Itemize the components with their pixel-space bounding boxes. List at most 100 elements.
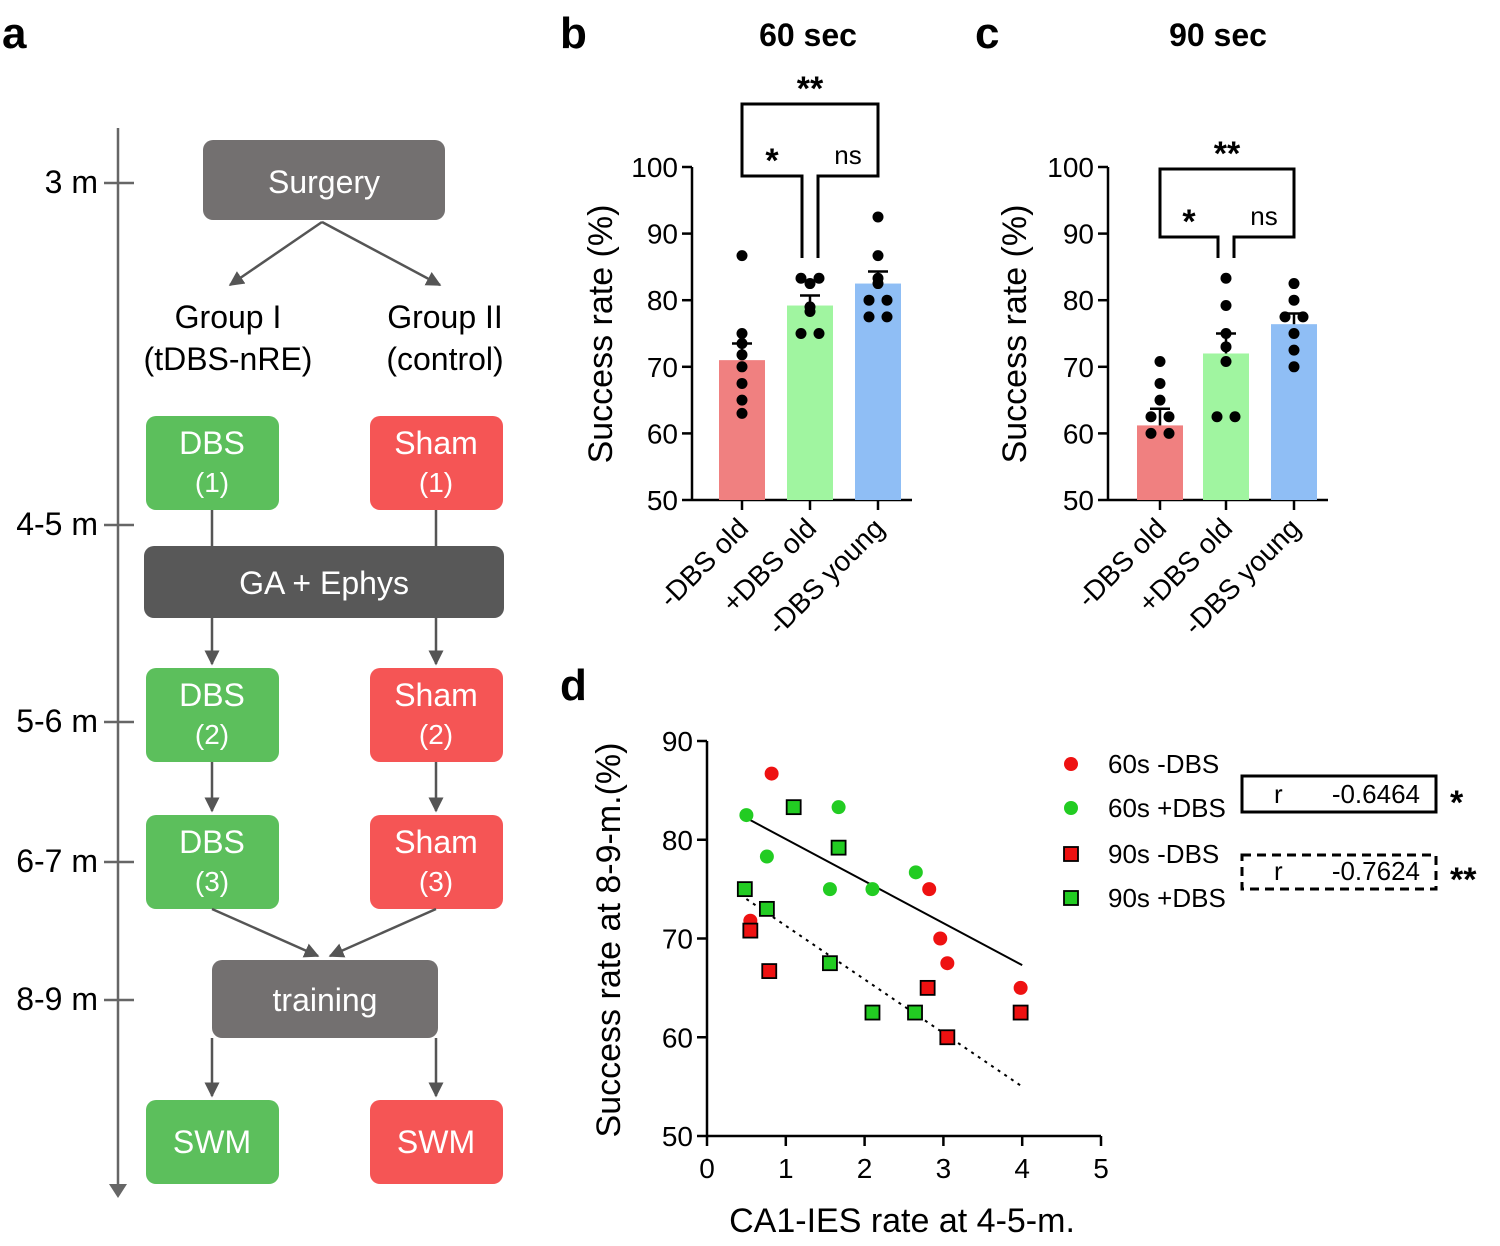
training-box (212, 960, 438, 1038)
legend-marker (1063, 846, 1079, 862)
data-point (1163, 427, 1175, 439)
group2-title: Group II (387, 299, 503, 335)
scatter-point (922, 882, 937, 897)
x-tick-label: 5 (1093, 1153, 1109, 1184)
chart-d-ylabel: Success rate at 8-9-m.(%) (590, 743, 628, 1138)
surgery-box (203, 140, 445, 220)
panel-letter-d: d (560, 661, 587, 710)
y-tick-label: 60 (662, 1022, 693, 1053)
dbs2-label: DBS (179, 677, 245, 713)
chart-d-xlabel: CA1-IES rate at 4-5-m. (729, 1202, 1075, 1240)
timeline-arrowhead-icon (109, 1184, 127, 1198)
significance-bracket (740, 160, 804, 258)
data-point (1220, 341, 1232, 353)
chart-c-title: 90 sec (1169, 17, 1267, 53)
sham2-box (370, 668, 503, 762)
significance-label: ** (797, 70, 824, 108)
data-point (795, 328, 807, 339)
scatter-point (1013, 980, 1028, 995)
scatter-square (919, 979, 936, 996)
significance-label: ns (834, 140, 861, 170)
swm-left-box (146, 1100, 279, 1184)
significance-bracket (1158, 167, 1296, 218)
significance-label: * (765, 142, 779, 180)
sham1-label: Sham (394, 425, 478, 461)
scatter-square (742, 922, 759, 939)
bar (1137, 425, 1183, 500)
y-tick-label: 70 (662, 924, 693, 955)
scatter-square (822, 955, 838, 972)
stats-r-value: -0.7624 (1332, 856, 1420, 886)
ga-ephys-label: GA + Ephys (239, 565, 409, 601)
data-point (736, 328, 748, 339)
data-point (736, 337, 748, 349)
data-point (1154, 377, 1166, 389)
sham3-label: Sham (394, 824, 478, 860)
dbs3-box (146, 815, 279, 909)
chart-b-title: 60 sec (759, 17, 857, 53)
training-label: training (273, 982, 378, 1018)
scatter-square (785, 799, 802, 816)
stats-significance: ** (1450, 861, 1477, 899)
data-point (795, 272, 807, 284)
data-point (1297, 311, 1309, 323)
panel-d: d Success rate at 8-9-m.(%) CA1-IES rate… (560, 661, 1477, 1240)
data-point (1288, 294, 1300, 306)
timeline-label: 8-9 m (16, 981, 98, 1017)
legend-label: 60s -DBS (1108, 749, 1219, 779)
y-tick-label: 80 (1063, 285, 1094, 316)
data-point (863, 311, 875, 323)
bar (855, 283, 901, 500)
scatter-point (831, 800, 846, 815)
data-point (736, 407, 748, 419)
x-tick-label: 2 (857, 1153, 873, 1184)
bar (1203, 353, 1249, 500)
data-point (1163, 411, 1175, 423)
scatter-point (940, 956, 955, 971)
dbs3-sub: (3) (195, 866, 229, 897)
arrow-dbs3-training (211, 907, 320, 958)
y-tick-label: 70 (1063, 352, 1094, 383)
data-point (1229, 411, 1241, 423)
data-point (736, 250, 748, 262)
fit-line-60s (745, 817, 1023, 967)
data-point (872, 250, 884, 262)
ga-ephys-box (144, 546, 504, 618)
sham1-box (370, 416, 503, 510)
arrow-sham3-training (328, 907, 437, 958)
scatter-square (939, 1029, 956, 1046)
scatter-point (759, 849, 774, 864)
y-tick-label: 100 (631, 152, 678, 183)
sham3-sub: (3) (419, 866, 453, 897)
data-point (881, 311, 893, 323)
scatter-point (764, 766, 779, 781)
data-point (872, 211, 884, 223)
data-point (1154, 355, 1166, 367)
group1-subtitle: (tDBS-nRE) (144, 341, 313, 377)
panel-letter-b: b (560, 9, 587, 58)
y-tick-label: 60 (647, 418, 678, 449)
fit-line-90s (745, 898, 1023, 1088)
legend-label: 90s +DBS (1108, 883, 1226, 913)
timeline-ticks (104, 181, 134, 1002)
timeline-label: 4-5 m (16, 506, 98, 542)
x-tick-label: 1 (778, 1153, 794, 1184)
data-point (1145, 411, 1157, 423)
x-tick-label: 3 (936, 1153, 952, 1184)
chart-c-ylabel: Success rate (%) (996, 205, 1034, 464)
data-point (804, 278, 816, 290)
y-tick-label: 50 (1063, 485, 1094, 516)
scatter-point (865, 882, 880, 897)
chart-d-plot: 50 60 70 80 90 0 1 2 3 4 5 (662, 726, 1109, 1184)
dbs1-sub: (1) (195, 467, 229, 498)
legend-label: 90s -DBS (1108, 839, 1219, 869)
significance-bracket (1232, 188, 1296, 258)
dbs2-box (146, 668, 279, 762)
data-point (1288, 361, 1300, 373)
data-point (1220, 355, 1232, 367)
scatter-square (1012, 1004, 1029, 1021)
scatter-point (933, 931, 948, 946)
data-point (881, 294, 893, 306)
